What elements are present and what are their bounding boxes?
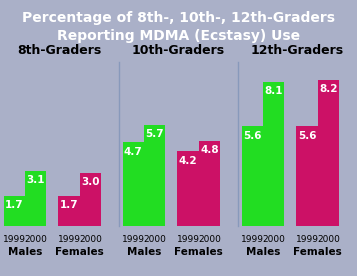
Text: 5.6: 5.6 [243,131,262,141]
Text: 2000: 2000 [317,235,340,244]
Text: Females: Females [55,247,104,257]
Text: 2000: 2000 [24,235,47,244]
Text: Females: Females [174,247,223,257]
Text: 1.7: 1.7 [60,200,78,210]
Bar [242,126,263,226]
Bar [144,124,165,226]
Text: 2000: 2000 [143,235,166,244]
Text: 12th-Graders: 12th-Graders [251,44,344,57]
Text: Males: Males [8,247,42,257]
Bar [58,196,80,226]
Text: 2000: 2000 [79,235,102,244]
Text: 4.2: 4.2 [179,156,197,166]
Text: 2000: 2000 [262,235,285,244]
Text: Percentage of 8th-, 10th-, 12th-Graders
Reporting MDMA (Ecstasy) Use: Percentage of 8th-, 10th-, 12th-Graders … [22,11,335,43]
Text: 8.2: 8.2 [319,84,338,94]
Text: 10th-Graders: 10th-Graders [132,44,225,57]
Text: Females: Females [293,247,342,257]
Bar [25,171,46,226]
Bar [122,142,144,226]
Text: 1999: 1999 [122,235,145,244]
Text: 4.7: 4.7 [124,147,143,157]
Text: 1999: 1999 [241,235,264,244]
Bar [263,82,285,226]
Text: 1999: 1999 [57,235,81,244]
Text: 8.1: 8.1 [265,86,283,96]
Text: 3.0: 3.0 [81,177,100,187]
Text: 1999: 1999 [296,235,318,244]
Bar [296,126,318,226]
Text: 1999: 1999 [3,235,26,244]
Text: 8th-Graders: 8th-Graders [17,44,102,57]
Text: 5.7: 5.7 [145,129,164,139]
Text: 2000: 2000 [198,235,221,244]
Text: 1999: 1999 [176,235,200,244]
Bar [177,151,199,226]
Bar [199,141,220,226]
Text: 4.8: 4.8 [200,145,219,155]
Text: 1.7: 1.7 [5,200,24,210]
Text: Males: Males [127,247,161,257]
Text: 3.1: 3.1 [26,176,45,185]
Text: Males: Males [246,247,280,257]
Bar [318,80,339,226]
Bar [80,173,101,226]
Bar [4,196,25,226]
Text: 5.6: 5.6 [298,131,316,141]
